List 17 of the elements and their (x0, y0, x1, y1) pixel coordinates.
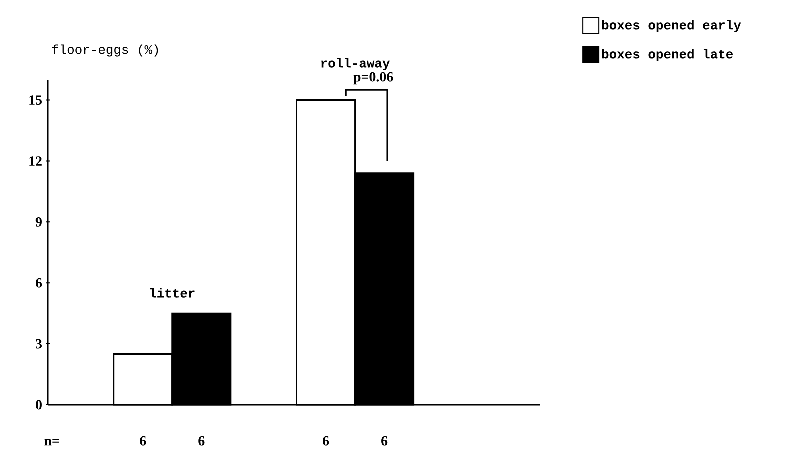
y-tick-label: 6 (36, 278, 42, 288)
y-tick-label: 0 (36, 400, 42, 410)
text: 6 (382, 436, 388, 446)
text: 6 (198, 436, 205, 446)
x-tick-label: roll-away (322, 58, 390, 70)
legend-label: boxes opened early (602, 20, 742, 32)
text: 6 (140, 436, 146, 446)
y-tick-label: 9 (36, 217, 42, 227)
x-tick-label: litter (150, 288, 195, 298)
text: 6 (323, 436, 330, 446)
legend-label: boxes opened late (602, 49, 734, 62)
annotation: p=0.06 (354, 72, 394, 85)
y-tick-label: 15 (30, 96, 42, 105)
y-tick-label: 3 (36, 339, 42, 349)
text: n= (44, 439, 60, 446)
y-axis-title: floor-eggs (%) (52, 44, 158, 57)
y-tick-label: 12 (30, 156, 42, 166)
